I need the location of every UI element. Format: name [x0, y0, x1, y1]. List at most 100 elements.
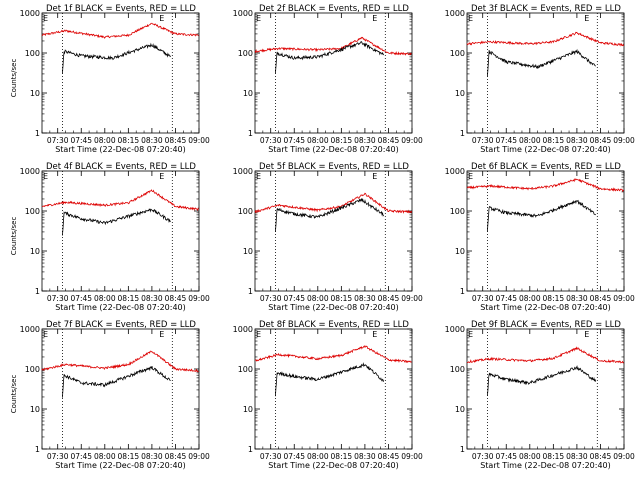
x-tick-label: 08:30	[566, 136, 588, 145]
panel-title: Det 3f BLACK = Events, RED = LLD	[471, 4, 621, 14]
corner-mark-left: E	[43, 330, 48, 339]
x-tick-label: 07:45	[70, 452, 92, 461]
x-tick-label: 09:00	[613, 452, 635, 461]
y-axis-label: Counts/sec	[10, 59, 18, 98]
corner-mark-left: E	[468, 172, 473, 181]
events-series-line	[275, 362, 385, 397]
lld-series-line	[466, 31, 624, 47]
y-tick-label: 10	[30, 89, 40, 98]
events-series-line	[275, 41, 385, 74]
x-tick-label: 08:45	[165, 452, 187, 461]
y-tick-label: 1	[248, 445, 253, 454]
x-tick-label: 07:30	[47, 452, 69, 461]
x-tick-label: 07:45	[495, 136, 517, 145]
y-tick-label: 100	[238, 207, 253, 216]
x-tick-label: 09:00	[188, 294, 210, 303]
plot-frame	[466, 170, 625, 292]
x-tick-label: 08:45	[165, 294, 187, 303]
x-tick-label: 08:15	[543, 136, 565, 145]
x-tick-label: 09:00	[188, 136, 210, 145]
y-tick-label: 1000	[233, 9, 253, 18]
x-tick-label: 08:30	[354, 452, 376, 461]
lld-series-line	[41, 189, 199, 211]
x-axis-label: Start Time (22-Dec-08 07:20:40)	[480, 461, 611, 470]
x-tick-label: 08:00	[519, 452, 541, 461]
events-series-line	[62, 42, 171, 74]
corner-mark-left: E	[43, 14, 48, 23]
lld-series-line	[41, 350, 199, 373]
x-tick-label: 08:00	[519, 294, 541, 303]
events-series-line	[487, 48, 596, 77]
x-tick-label: 09:00	[613, 294, 635, 303]
x-tick-label: 08:00	[307, 136, 329, 145]
y-tick-label: 1000	[20, 167, 40, 176]
x-tick-label: 08:30	[566, 452, 588, 461]
plot-frame	[254, 12, 413, 134]
x-tick-label: 07:45	[495, 294, 517, 303]
x-axis-label: Start Time (22-Dec-08 07:20:40)	[55, 303, 186, 312]
y-tick-label: 1000	[445, 9, 465, 18]
y-tick-label: 1	[35, 287, 40, 296]
events-series-line	[487, 199, 596, 232]
x-tick-label: 08:30	[566, 294, 588, 303]
x-tick-label: 08:00	[307, 452, 329, 461]
y-tick-label: 1000	[445, 325, 465, 334]
x-tick-label: 08:15	[543, 452, 565, 461]
corner-mark-left: E	[256, 330, 261, 339]
y-tick-label: 100	[25, 207, 40, 216]
events-series-line	[62, 365, 171, 398]
panel-title: Det 4f BLACK = Events, RED = LLD	[46, 162, 196, 172]
y-axis-label: Counts/sec	[10, 375, 18, 414]
x-tick-label: 07:30	[472, 452, 494, 461]
x-tick-label: 09:00	[613, 136, 635, 145]
x-tick-label: 09:00	[401, 136, 423, 145]
x-tick-label: 08:30	[141, 452, 163, 461]
lld-series-line	[254, 192, 412, 214]
x-axis-label: Start Time (22-Dec-08 07:20:40)	[55, 145, 186, 154]
y-tick-label: 1	[35, 129, 40, 138]
events-series-line	[487, 365, 597, 396]
x-tick-label: 08:15	[118, 136, 140, 145]
x-tick-label: 08:15	[331, 294, 353, 303]
y-tick-label: 100	[238, 49, 253, 58]
lld-series-line	[466, 346, 624, 364]
x-tick-label: 08:45	[165, 136, 187, 145]
x-tick-label: 08:00	[94, 136, 116, 145]
events-series-line	[275, 198, 384, 232]
lld-series-line	[254, 36, 412, 56]
y-tick-label: 1	[460, 445, 465, 454]
corner-mark-right: E	[372, 172, 377, 181]
x-tick-label: 07:30	[472, 294, 494, 303]
y-tick-label: 1000	[445, 167, 465, 176]
y-tick-label: 1	[248, 287, 253, 296]
x-tick-label: 08:30	[354, 136, 376, 145]
corner-mark-right: E	[584, 330, 589, 339]
x-tick-label: 07:45	[70, 136, 92, 145]
y-tick-label: 10	[243, 89, 253, 98]
y-tick-label: 10	[455, 405, 465, 414]
y-tick-label: 100	[25, 365, 40, 374]
corner-mark-left: E	[256, 172, 261, 181]
y-tick-label: 1	[460, 129, 465, 138]
panel-title: Det 2f BLACK = Events, RED = LLD	[259, 4, 409, 14]
plot-frame	[41, 328, 200, 450]
y-tick-label: 10	[243, 247, 253, 256]
y-tick-label: 100	[450, 49, 465, 58]
y-tick-label: 10	[30, 247, 40, 256]
x-axis-label: Start Time (22-Dec-08 07:20:40)	[480, 145, 611, 154]
x-tick-label: 08:45	[590, 294, 612, 303]
corner-mark-right: E	[584, 172, 589, 181]
y-tick-label: 1000	[20, 9, 40, 18]
x-tick-label: 08:00	[519, 136, 541, 145]
plot-frame	[466, 12, 625, 134]
y-tick-label: 100	[450, 365, 465, 374]
corner-mark-right: E	[159, 14, 164, 23]
x-tick-label: 08:15	[118, 452, 140, 461]
